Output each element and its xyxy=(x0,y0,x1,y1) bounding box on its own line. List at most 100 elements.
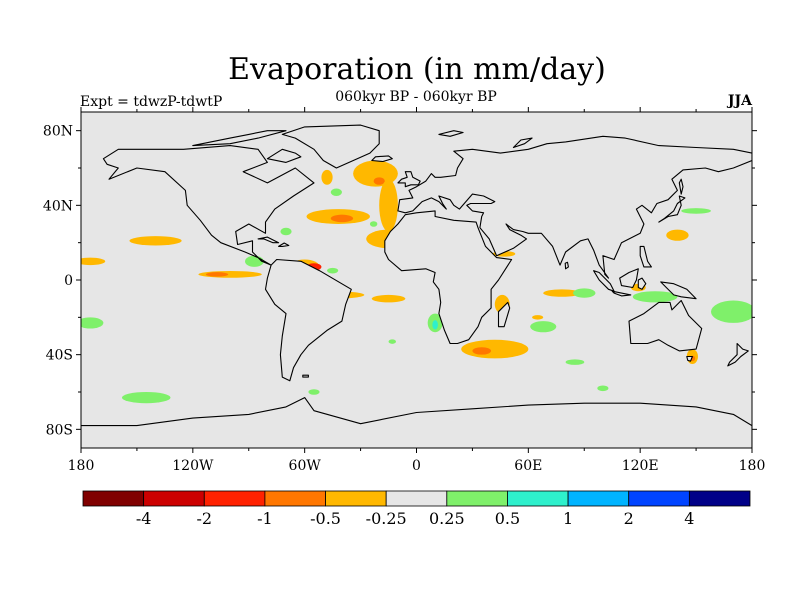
anomaly-patch xyxy=(81,257,106,266)
colorbar-label: -1 xyxy=(257,509,273,528)
anomaly-patch xyxy=(597,385,609,392)
anomaly-patch xyxy=(122,392,171,404)
anomaly-patch xyxy=(321,169,333,185)
anomaly-patch xyxy=(472,347,492,355)
colorbar-swatch xyxy=(203,490,266,507)
lat-tick-label: 40N xyxy=(43,198,73,214)
lon-tick-label: 60W xyxy=(289,458,322,474)
anomaly-patch xyxy=(371,294,406,303)
landmass-japan xyxy=(658,195,686,223)
page-title: Evaporation (in mm/day) xyxy=(228,52,606,87)
lat-tick-label: 80S xyxy=(46,422,73,438)
landmass-sri-lanka xyxy=(564,261,569,270)
landmass-svalbard xyxy=(438,130,464,137)
anomaly-patch xyxy=(129,236,182,246)
landmass-cuba xyxy=(257,236,280,244)
anomaly-patch xyxy=(388,339,396,344)
anomaly-patch xyxy=(327,267,339,274)
colorbar-swatch xyxy=(446,490,508,507)
anomaly-patch xyxy=(543,289,581,297)
landmass-layer xyxy=(81,124,752,448)
anomaly-patch xyxy=(461,339,529,359)
lon-tick-label: 60E xyxy=(514,458,542,474)
colorbar-swatch xyxy=(507,490,569,507)
anomaly-patch xyxy=(711,300,752,323)
subtitle: 060kyr BP - 060kyr BP xyxy=(335,89,497,105)
anomaly-patch xyxy=(379,179,398,232)
anomaly-patch xyxy=(330,214,354,223)
colorbar-label: -4 xyxy=(136,509,152,528)
landmass-madagascar xyxy=(497,301,511,328)
landmass-south-america xyxy=(264,258,352,382)
landmass-tasmania xyxy=(686,355,693,362)
landmass-africa xyxy=(384,210,513,345)
landmass-new-zealand xyxy=(727,342,749,367)
anomaly-patch xyxy=(530,321,557,333)
anomaly-patch xyxy=(632,291,678,303)
landmass-canadian-archipelago xyxy=(192,130,287,147)
anomaly-patch xyxy=(666,229,689,241)
colorbar-swatch xyxy=(264,490,326,507)
lat-tick-label: 0 xyxy=(64,273,73,289)
latitude-axis: 80N 40N 0 40S 80S xyxy=(43,124,757,438)
colorbar-label: 0.25 xyxy=(429,509,465,528)
landmass-north-america xyxy=(102,145,315,266)
colorbar-swatch xyxy=(385,490,448,507)
lon-tick-label: 180 xyxy=(739,458,766,474)
landmass-british-isles xyxy=(397,171,421,188)
season-label: JJA xyxy=(727,93,752,109)
anomaly-patch xyxy=(280,227,292,236)
lon-tick-label: 120E xyxy=(622,458,659,474)
colorbar-label: 2 xyxy=(624,509,634,528)
colorbar-label: 0.5 xyxy=(495,509,520,528)
anomaly-patch xyxy=(81,317,104,329)
anomaly-patch xyxy=(205,272,229,277)
anomaly-patch xyxy=(532,315,544,320)
landmass-falklands xyxy=(302,374,309,378)
landmass-hispaniola xyxy=(278,242,290,247)
lat-tick-label: 40S xyxy=(46,348,73,364)
longitude-axis: 180 120W 60W 0 60E 120E 180 xyxy=(68,107,766,474)
anomaly-layer xyxy=(81,145,752,404)
lon-tick-label: 180 xyxy=(68,458,95,474)
anomaly-patch xyxy=(573,288,596,298)
colorbar-swatch xyxy=(325,490,387,507)
landmass-new-guinea xyxy=(660,281,697,300)
anomaly-patch xyxy=(373,177,385,185)
colorbar: -4 -2 -1 -0.5 -0.25 0.25 0.5 1 2 4 xyxy=(82,490,751,528)
landmass-sulawesi xyxy=(637,277,647,290)
lon-tick-label: 0 xyxy=(412,458,421,474)
landmass-australia xyxy=(628,299,703,352)
colorbar-label: -2 xyxy=(196,509,212,528)
colorbar-swatch xyxy=(143,490,205,507)
landmass-java xyxy=(611,290,632,297)
landmass-greenland xyxy=(281,124,380,169)
landmass-borneo xyxy=(619,268,639,289)
colorbar-swatch xyxy=(567,490,630,507)
anomaly-patch xyxy=(432,320,438,330)
colorbar-label: 4 xyxy=(684,509,694,528)
anomaly-patch xyxy=(369,221,378,227)
colorbar-swatch xyxy=(688,490,751,507)
experiment-label: Expt = tdwzP-tdwtP xyxy=(80,94,223,110)
colorbar-label: 1 xyxy=(563,509,573,528)
anomaly-patch xyxy=(308,389,320,395)
colorbar-label: -0.25 xyxy=(366,509,407,528)
landmass-iceland xyxy=(371,155,393,163)
anomaly-patch xyxy=(330,188,342,196)
colorbar-swatch xyxy=(82,490,145,507)
landmass-novaya-zemlya xyxy=(512,137,533,149)
colorbar-swatch xyxy=(628,490,690,507)
landmass-philippines xyxy=(639,245,652,268)
anomaly-patch xyxy=(245,255,264,267)
colorbar-label: -0.5 xyxy=(310,509,341,528)
lat-tick-label: 80N xyxy=(43,124,73,140)
landmass-antarctica xyxy=(81,397,752,448)
landmass-baffin-island xyxy=(266,148,302,163)
anomaly-patch xyxy=(565,359,585,365)
landmass-sakhalin xyxy=(678,178,684,195)
lon-tick-label: 120W xyxy=(172,458,214,474)
landmass-eurasia xyxy=(397,135,752,279)
anomaly-patch xyxy=(681,208,711,214)
